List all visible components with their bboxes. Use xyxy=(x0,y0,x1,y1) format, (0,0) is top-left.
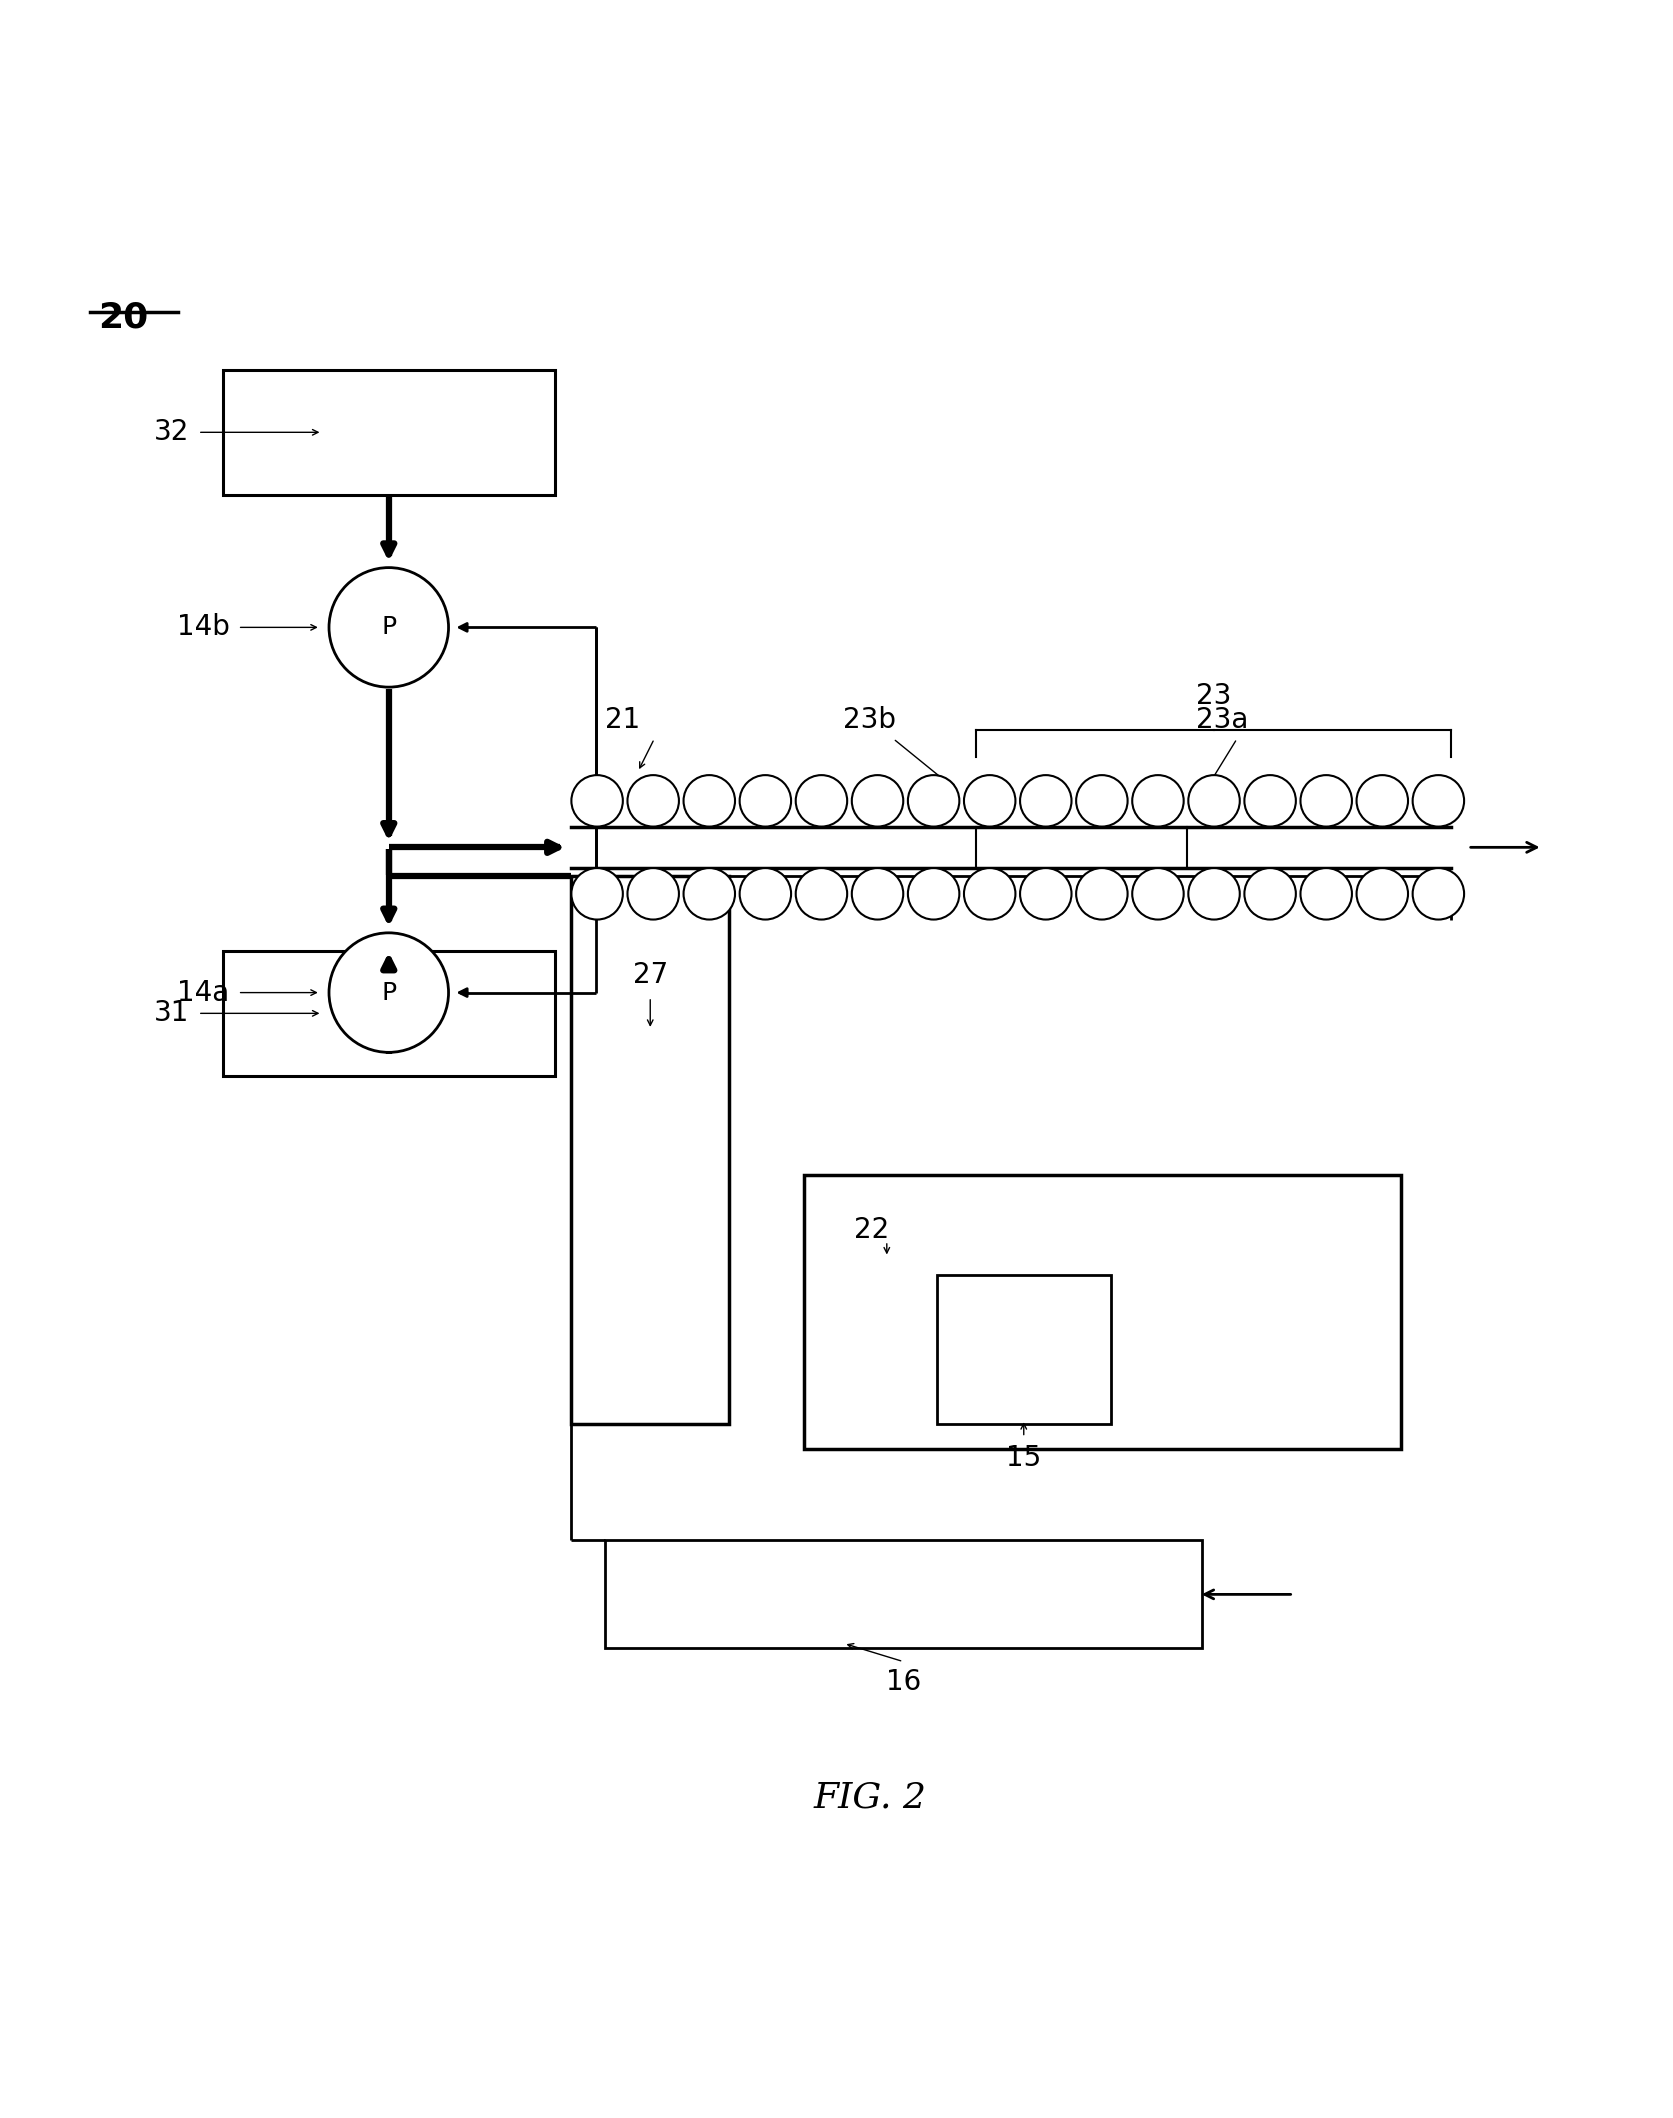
Circle shape xyxy=(570,775,622,826)
Circle shape xyxy=(1188,868,1240,919)
Text: 31: 31 xyxy=(154,1000,189,1027)
Text: 32: 32 xyxy=(154,419,189,447)
Text: 22: 22 xyxy=(853,1216,888,1243)
Circle shape xyxy=(627,775,679,826)
Bar xyxy=(604,1540,1201,1648)
Bar xyxy=(223,951,554,1076)
Circle shape xyxy=(1076,775,1128,826)
Circle shape xyxy=(907,775,959,826)
Text: 20: 20 xyxy=(99,301,149,335)
Circle shape xyxy=(1131,775,1183,826)
Text: 14b: 14b xyxy=(176,614,229,642)
Bar xyxy=(937,1275,1111,1423)
Circle shape xyxy=(330,932,448,1053)
Circle shape xyxy=(1243,868,1295,919)
Text: P: P xyxy=(381,616,397,640)
Text: 27: 27 xyxy=(632,962,668,989)
Circle shape xyxy=(570,868,622,919)
Text: 21: 21 xyxy=(604,705,639,733)
Text: FIG. 2: FIG. 2 xyxy=(813,1781,927,1815)
Circle shape xyxy=(795,775,847,826)
Circle shape xyxy=(1019,868,1071,919)
Circle shape xyxy=(907,868,959,919)
Circle shape xyxy=(739,868,791,919)
Circle shape xyxy=(1076,868,1128,919)
Circle shape xyxy=(1412,775,1464,826)
Circle shape xyxy=(1243,775,1295,826)
Text: 23: 23 xyxy=(1195,682,1231,710)
Circle shape xyxy=(683,868,734,919)
Text: 15: 15 xyxy=(1005,1444,1041,1472)
Circle shape xyxy=(683,775,734,826)
Circle shape xyxy=(1188,775,1240,826)
Circle shape xyxy=(1355,868,1407,919)
Circle shape xyxy=(795,868,847,919)
Text: 23b: 23b xyxy=(843,705,895,733)
Circle shape xyxy=(1355,775,1407,826)
Circle shape xyxy=(964,868,1016,919)
Circle shape xyxy=(627,868,679,919)
Circle shape xyxy=(1412,868,1464,919)
Circle shape xyxy=(330,568,448,686)
Text: 14a: 14a xyxy=(177,979,229,1006)
Circle shape xyxy=(1300,775,1352,826)
Bar xyxy=(570,877,729,1423)
Circle shape xyxy=(852,775,903,826)
Bar xyxy=(803,1175,1400,1449)
Circle shape xyxy=(739,775,791,826)
Circle shape xyxy=(1019,775,1071,826)
Circle shape xyxy=(964,775,1016,826)
Circle shape xyxy=(852,868,903,919)
Text: 23a: 23a xyxy=(1195,705,1246,733)
Text: 16: 16 xyxy=(885,1669,920,1697)
Text: P: P xyxy=(381,981,397,1004)
Circle shape xyxy=(1300,868,1352,919)
Bar xyxy=(223,371,554,496)
Circle shape xyxy=(1131,868,1183,919)
